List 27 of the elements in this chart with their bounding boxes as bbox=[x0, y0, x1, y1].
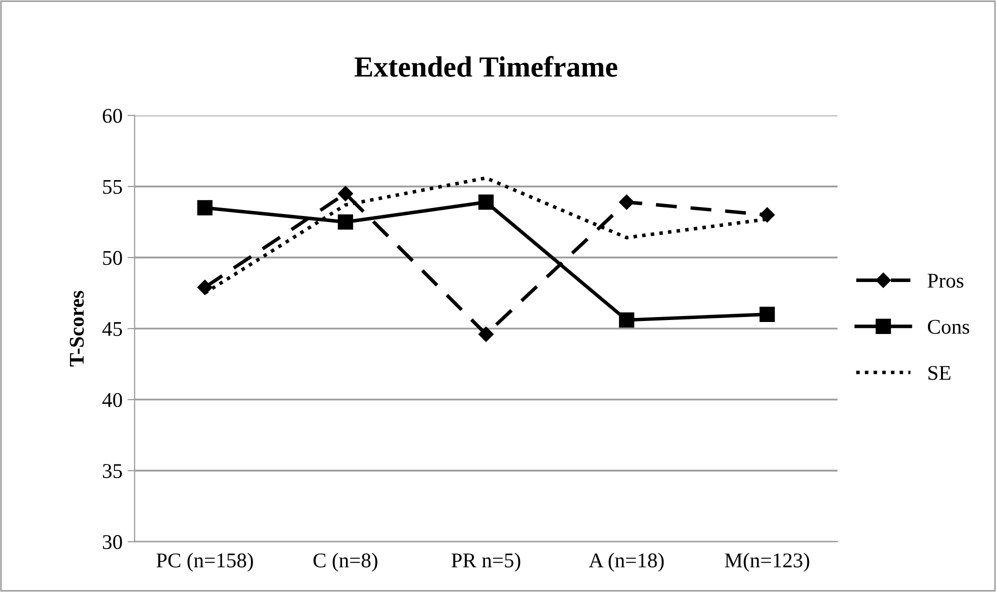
point bbox=[478, 326, 494, 342]
y-tick-label: 60 bbox=[102, 108, 122, 123]
y-tick-label: 50 bbox=[103, 250, 122, 265]
point bbox=[478, 194, 494, 210]
legend-label: SE bbox=[928, 366, 950, 380]
x-tick-label: PR n=5) bbox=[452, 552, 520, 572]
x-tick-label: PC (n=158) bbox=[156, 552, 253, 572]
point bbox=[197, 200, 213, 216]
point bbox=[197, 280, 212, 295]
point bbox=[338, 214, 354, 230]
point bbox=[760, 207, 775, 222]
x-tick-label: A (n=18) bbox=[588, 552, 664, 572]
y-tick-label: 40 bbox=[102, 392, 122, 408]
point bbox=[338, 186, 354, 202]
x-tick-label: M(n=123) bbox=[724, 552, 810, 572]
legend-label: Cons bbox=[928, 320, 970, 334]
legend-label: Pros bbox=[928, 274, 964, 288]
y-tick-label: 55 bbox=[103, 180, 122, 194]
y-axis-title: T-Scores bbox=[70, 290, 84, 366]
point bbox=[760, 306, 775, 322]
x-tick-label: C (n=8) bbox=[314, 552, 378, 572]
y-tick-label: 35 bbox=[102, 464, 122, 478]
point bbox=[618, 312, 634, 328]
point bbox=[619, 194, 634, 210]
y-tick-label: 45 bbox=[102, 322, 122, 336]
y-tick-label: 30 bbox=[102, 535, 122, 550]
chart-title: Extended Timeframe bbox=[354, 56, 618, 77]
